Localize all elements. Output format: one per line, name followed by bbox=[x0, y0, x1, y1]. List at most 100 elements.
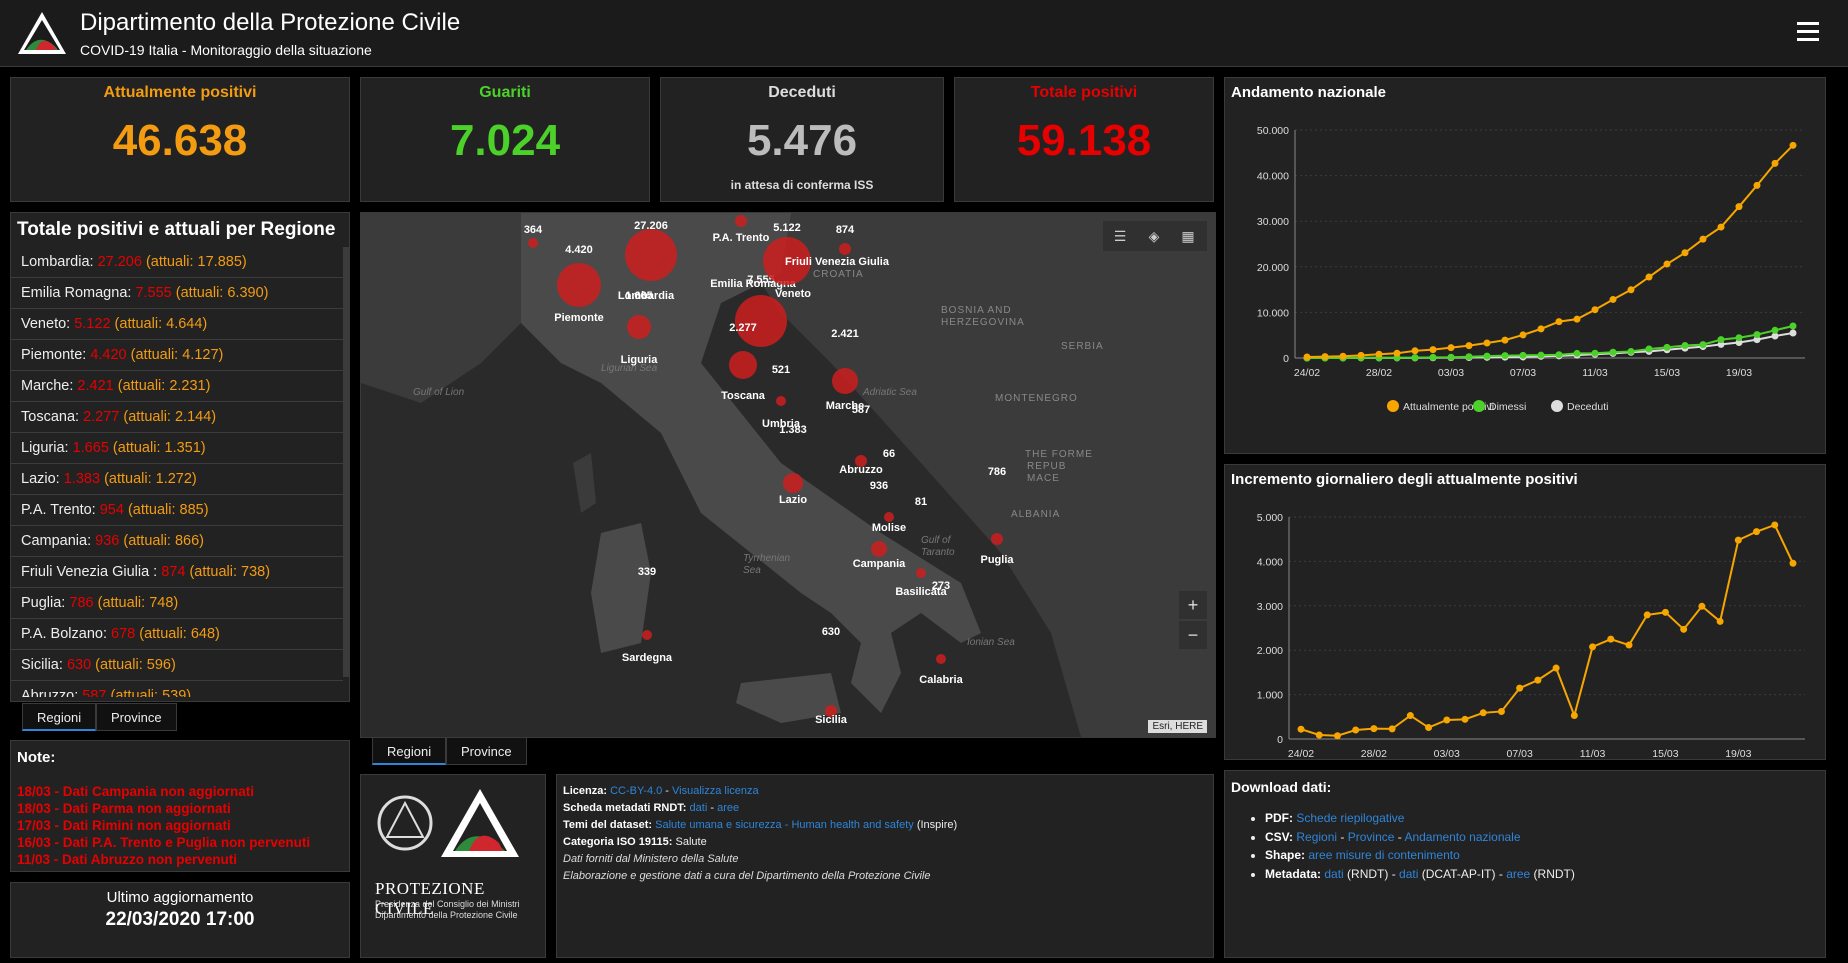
region-bubble[interactable] bbox=[625, 229, 677, 281]
data-point[interactable] bbox=[1699, 341, 1707, 349]
region-bubble[interactable] bbox=[642, 630, 652, 640]
data-point[interactable] bbox=[1627, 347, 1635, 355]
region-row[interactable]: P.A. Trento: 954 (attuali: 885) bbox=[11, 495, 343, 526]
region-bubble[interactable] bbox=[735, 215, 747, 227]
data-point[interactable] bbox=[1375, 350, 1383, 358]
data-point[interactable] bbox=[1753, 336, 1761, 344]
data-point[interactable] bbox=[1789, 141, 1797, 149]
region-bubble[interactable] bbox=[783, 473, 803, 493]
data-point[interactable] bbox=[1663, 260, 1671, 268]
region-row[interactable]: Abruzzo: 587 (attuali: 539) bbox=[11, 681, 343, 697]
region-row[interactable]: Emilia Romagna: 7.555 (attuali: 6.390) bbox=[11, 278, 343, 309]
region-row[interactable]: Friuli Venezia Giulia : 874 (attuali: 73… bbox=[11, 557, 343, 588]
data-point[interactable] bbox=[1447, 353, 1455, 361]
zoom-out-button[interactable]: − bbox=[1179, 621, 1207, 649]
meta-dati-link[interactable]: dati bbox=[1324, 866, 1344, 881]
region-bubble[interactable] bbox=[871, 541, 887, 557]
region-bubble[interactable] bbox=[735, 295, 787, 347]
region-row[interactable]: Veneto: 5.122 (attuali: 4.644) bbox=[11, 309, 343, 340]
region-bubble[interactable] bbox=[528, 238, 538, 248]
data-point[interactable] bbox=[1771, 159, 1779, 167]
data-point[interactable] bbox=[1516, 684, 1524, 692]
region-row[interactable]: Liguria: 1.665 (attuali: 1.351) bbox=[11, 433, 343, 464]
region-bubble[interactable] bbox=[991, 533, 1003, 545]
data-point[interactable] bbox=[1411, 347, 1419, 355]
data-point[interactable] bbox=[1643, 611, 1651, 619]
region-bubble[interactable] bbox=[855, 455, 867, 467]
region-row[interactable]: Lazio: 1.383 (attuali: 1.272) bbox=[11, 464, 343, 495]
region-bubble[interactable] bbox=[763, 237, 811, 285]
view-license-link[interactable]: Visualizza licenza bbox=[672, 785, 759, 797]
data-point[interactable] bbox=[1717, 336, 1725, 344]
data-point[interactable] bbox=[1443, 716, 1451, 724]
data-point[interactable] bbox=[1461, 715, 1469, 723]
csv-province-link[interactable]: Province bbox=[1347, 829, 1395, 844]
zoom-in-button[interactable]: + bbox=[1179, 591, 1207, 619]
data-point[interactable] bbox=[1734, 536, 1742, 544]
data-point[interactable] bbox=[1716, 617, 1724, 625]
csv-regioni-link[interactable]: Regioni bbox=[1296, 829, 1338, 844]
map[interactable]: CROATIA BOSNIA AND HERZEGOVINA SERBIA MONTEN… bbox=[360, 212, 1216, 738]
data-point[interactable] bbox=[1497, 707, 1505, 715]
data-point[interactable] bbox=[1627, 286, 1635, 294]
data-point[interactable] bbox=[1698, 602, 1706, 610]
data-point[interactable] bbox=[1552, 664, 1560, 672]
data-point[interactable] bbox=[1393, 349, 1401, 357]
legend-label[interactable]: Dimessi bbox=[1489, 401, 1526, 413]
csv-andamento-link[interactable]: Andamento nazionale bbox=[1404, 829, 1521, 844]
region-row[interactable]: Puglia: 786 (attuali: 748) bbox=[11, 588, 343, 619]
data-point[interactable] bbox=[1591, 306, 1599, 314]
data-point[interactable] bbox=[1789, 322, 1797, 330]
legend-label[interactable]: Attualmente positivi bbox=[1403, 401, 1494, 413]
data-point[interactable] bbox=[1465, 342, 1473, 350]
data-point[interactable] bbox=[1570, 712, 1578, 720]
region-row[interactable]: Marche: 2.421 (attuali: 2.231) bbox=[11, 371, 343, 402]
data-point[interactable] bbox=[1501, 352, 1509, 360]
meta-dati-dcat-link[interactable]: dati bbox=[1399, 866, 1419, 881]
metadata-dati-link[interactable]: dati bbox=[689, 802, 708, 814]
region-bubble[interactable] bbox=[936, 654, 946, 664]
license-link[interactable]: CC-BY-4.0 bbox=[610, 785, 663, 797]
tab-province[interactable]: Province bbox=[96, 703, 177, 731]
layers-icon[interactable]: ◈ bbox=[1148, 228, 1160, 244]
legend-marker[interactable] bbox=[1551, 400, 1563, 412]
data-point[interactable] bbox=[1771, 521, 1779, 529]
list-icon[interactable]: ☰ bbox=[1113, 228, 1127, 244]
legend-marker[interactable] bbox=[1473, 400, 1485, 412]
data-point[interactable] bbox=[1315, 731, 1323, 739]
data-point[interactable] bbox=[1771, 332, 1779, 340]
data-point[interactable] bbox=[1537, 351, 1545, 359]
menu-icon[interactable] bbox=[1797, 22, 1819, 42]
data-point[interactable] bbox=[1681, 249, 1689, 257]
region-bubble[interactable] bbox=[839, 243, 851, 255]
region-row[interactable]: Campania: 936 (attuali: 866) bbox=[11, 526, 343, 557]
data-point[interactable] bbox=[1645, 273, 1653, 281]
data-point[interactable] bbox=[1537, 325, 1545, 333]
region-row[interactable]: Toscana: 2.277 (attuali: 2.144) bbox=[11, 402, 343, 433]
region-bubble[interactable] bbox=[776, 396, 786, 406]
data-point[interactable] bbox=[1297, 725, 1305, 733]
map-tab-regioni[interactable]: Regioni bbox=[372, 737, 447, 765]
data-point[interactable] bbox=[1589, 643, 1597, 651]
data-point[interactable] bbox=[1388, 725, 1396, 733]
data-point[interactable] bbox=[1357, 351, 1365, 359]
data-point[interactable] bbox=[1699, 235, 1707, 243]
data-point[interactable] bbox=[1321, 353, 1329, 361]
data-point[interactable] bbox=[1339, 352, 1347, 360]
data-point[interactable] bbox=[1333, 732, 1341, 740]
region-row[interactable]: Sicilia: 630 (attuali: 596) bbox=[11, 650, 343, 681]
data-point[interactable] bbox=[1479, 709, 1487, 717]
data-point[interactable] bbox=[1411, 354, 1419, 362]
region-bubble[interactable] bbox=[916, 568, 926, 578]
data-point[interactable] bbox=[1771, 326, 1779, 334]
themes-link[interactable]: Salute umana e sicurezza - Human health … bbox=[655, 819, 914, 831]
data-point[interactable] bbox=[1591, 349, 1599, 357]
data-point[interactable] bbox=[1519, 351, 1527, 359]
data-point[interactable] bbox=[1429, 353, 1437, 361]
data-point[interactable] bbox=[1607, 635, 1615, 643]
data-point[interactable] bbox=[1303, 353, 1311, 361]
data-point[interactable] bbox=[1501, 336, 1509, 344]
data-point[interactable] bbox=[1609, 295, 1617, 303]
region-bubble[interactable] bbox=[825, 705, 837, 717]
scrollbar[interactable] bbox=[343, 247, 349, 677]
